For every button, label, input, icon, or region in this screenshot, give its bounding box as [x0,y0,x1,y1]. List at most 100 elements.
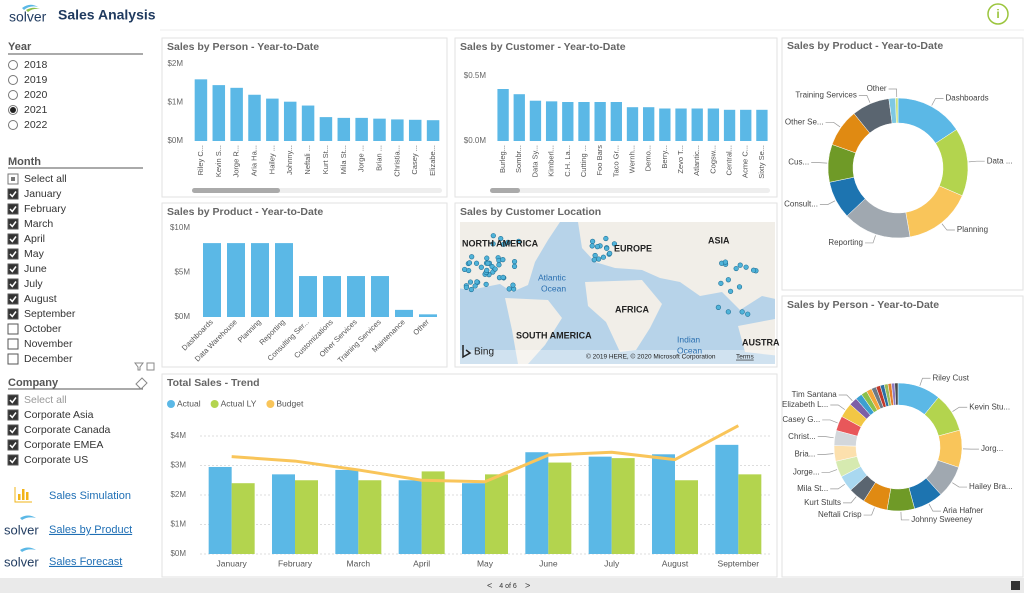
checkbox[interactable] [8,354,18,364]
bar [248,95,261,141]
y-tick-label: $4M [170,431,186,440]
bar [295,480,318,554]
location-marker [511,283,516,288]
bar [675,480,698,554]
slice-label: Other [867,84,887,93]
x-tick-label: Riley C... [196,145,205,175]
checkbox[interactable] [8,264,18,274]
bar [409,120,422,141]
bar [675,109,686,142]
bar [335,470,358,554]
page-indicator: 4 of 6 [499,583,517,590]
panel-title: Total Sales - Trend [167,377,260,389]
checkbox[interactable] [8,410,18,420]
bar [195,79,208,141]
slice-label: Tim Santana [792,390,838,399]
map-label: AFRICA [615,304,649,314]
x-tick-label: May [477,558,494,568]
checkbox[interactable] [8,440,18,450]
slice-label: Casey G... [782,415,820,424]
nav-link[interactable]: Sales Simulation [49,490,131,502]
slice-label: Kevin Stu... [969,402,1010,411]
bar [419,314,437,317]
x-tick-label: Kimberl... [547,145,556,177]
bar [514,94,525,141]
location-marker [475,280,480,285]
eraser-icon[interactable] [136,378,147,389]
checkbox-label: Corporate Canada [24,424,111,436]
x-tick-label: Johnny... [285,145,294,175]
select-all-box[interactable] [8,395,18,405]
x-tick-label: Jorge ... [357,145,366,172]
bar [209,467,232,554]
focus-icon[interactable] [147,363,154,370]
checkbox[interactable] [8,219,18,229]
select-all: Select all [24,173,67,185]
share-icon[interactable] [1011,581,1020,590]
nav-link[interactable]: Sales by Product [49,524,132,536]
scrollbar-thumb[interactable] [192,188,280,193]
checkbox[interactable] [8,189,18,199]
map-label: Indian [677,334,700,344]
x-tick-label: Sixty Se... [757,145,766,179]
radio[interactable] [9,61,18,70]
location-marker [512,264,517,269]
prev-page[interactable]: < [487,580,492,590]
location-marker [726,310,731,315]
checkbox[interactable] [8,234,18,244]
bar [594,102,605,141]
bar [715,445,738,554]
x-tick-label: February [278,558,313,568]
bar [266,99,279,141]
checkbox-label: Corporate Asia [24,409,94,421]
slice-label: Dashboards [946,94,989,103]
checkbox[interactable] [8,425,18,435]
x-tick-label: Wernh... [627,145,636,173]
bar [213,85,226,141]
checkbox-label: June [24,263,47,275]
checkbox[interactable] [8,324,18,334]
legend-swatch [211,400,219,408]
next-page[interactable]: > [525,580,530,590]
slice-label: Christ... [788,432,816,441]
bar [611,102,622,141]
radio[interactable] [9,91,18,100]
x-tick-label: April [413,558,430,568]
slice-label: Other Se... [785,117,824,126]
location-marker [486,261,491,266]
y-tick-label: $0M [170,549,186,558]
bar [338,118,351,141]
location-marker [723,260,728,265]
scrollbar-thumb[interactable] [490,188,520,193]
location-marker [497,263,502,268]
checkbox[interactable] [8,455,18,465]
x-tick-label: June [539,558,558,568]
checkbox-label: July [24,278,43,290]
location-marker [590,244,595,249]
y-tick-label: $1M [167,98,183,107]
nav-link[interactable]: Sales Forecast [49,556,122,568]
x-tick-label: March [347,558,371,568]
bar [462,483,485,554]
checkbox[interactable] [8,294,18,304]
checkbox[interactable] [8,339,18,349]
radio-label: 2020 [24,89,48,101]
filter-icon[interactable] [135,363,143,370]
checkbox[interactable] [8,279,18,289]
x-tick-label: Demo... [644,145,653,171]
y-tick-label: $5M [174,268,190,277]
slice-label: Elizabeth L... [782,400,828,409]
checkbox[interactable] [8,249,18,259]
location-marker [737,285,742,290]
radio-label: 2022 [24,119,48,131]
bar [320,117,333,141]
x-tick-label: Mila St... [339,145,348,174]
checkbox[interactable] [8,204,18,214]
x-tick-label: Atlantic... [692,145,701,176]
checkbox[interactable] [8,309,18,319]
bar [358,480,381,554]
map-terms[interactable]: Terms [736,354,754,361]
radio[interactable] [9,121,18,130]
radio[interactable] [9,76,18,85]
